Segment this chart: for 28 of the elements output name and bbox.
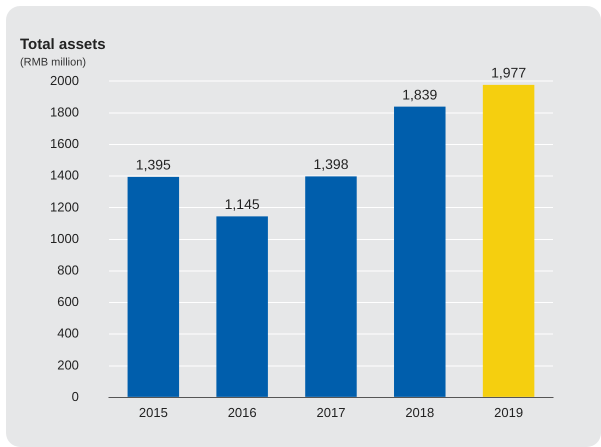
data-label: 1,398 [313, 156, 349, 172]
y-tick-label: 1600 [50, 136, 79, 152]
y-tick-label: 1400 [50, 168, 79, 183]
bar [128, 176, 180, 397]
bar [216, 216, 268, 397]
bar [482, 84, 534, 397]
x-tick-label: 2016 [228, 404, 257, 420]
x-tick-label: 2015 [138, 404, 168, 420]
data-label: 1,145 [224, 196, 260, 212]
chart-subtitle: (RMB million) [20, 56, 86, 69]
y-tick-label: 2000 [50, 72, 79, 88]
y-tick-label: 200 [57, 357, 79, 372]
chart-title: Total assets [20, 36, 106, 54]
y-tick-label: 1000 [50, 230, 79, 246]
y-tick-label: 600 [57, 294, 79, 310]
x-tick-label: 2017 [316, 404, 346, 420]
y-tick-label: 1200 [50, 199, 79, 214]
y-tick-label: 0 [72, 388, 79, 404]
y-tick-label: 400 [57, 326, 79, 341]
x-tick-label: 2019 [494, 404, 524, 420]
data-label: 1,977 [491, 64, 526, 81]
x-tick-label: 2018 [405, 404, 434, 420]
y-tick-label: 800 [57, 262, 79, 278]
bar [305, 176, 357, 397]
y-tick-label: 1800 [50, 104, 79, 120]
data-label: 1,839 [402, 86, 438, 103]
bar [394, 106, 446, 397]
data-label: 1,395 [136, 156, 172, 173]
